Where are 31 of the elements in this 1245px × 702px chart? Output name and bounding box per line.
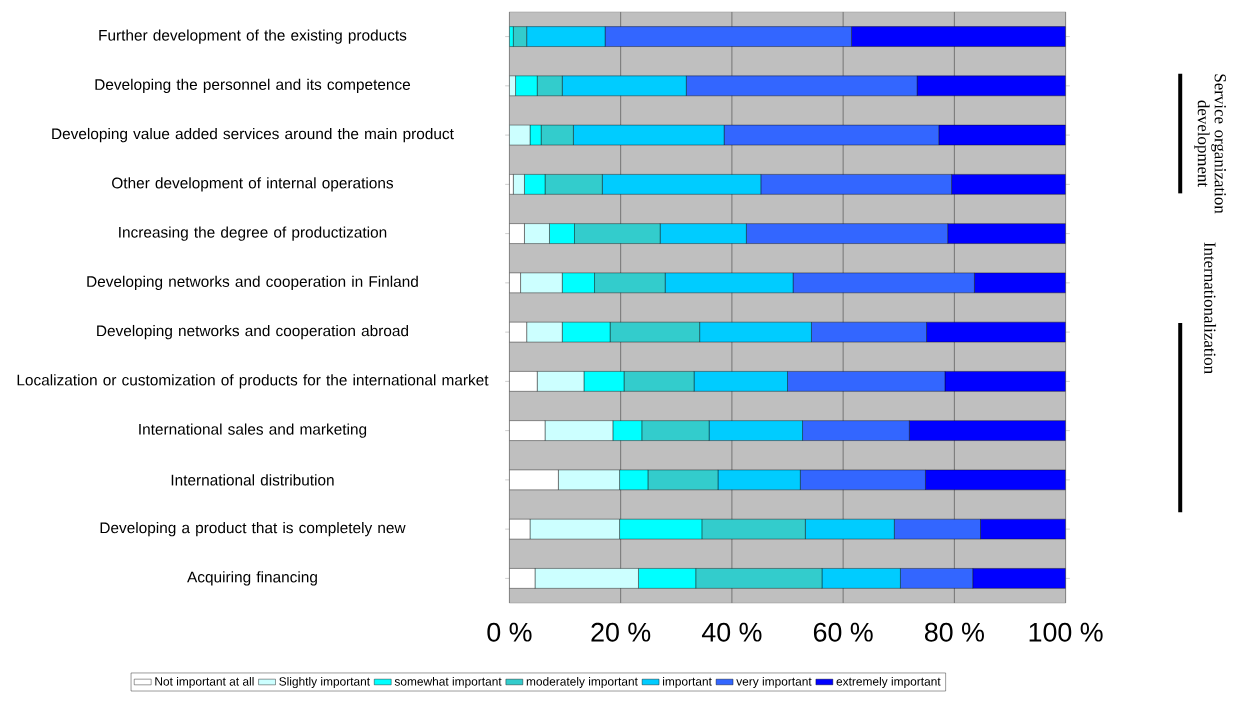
y-tick-label: Acquiring financing	[187, 571, 317, 586]
bar	[544, 420, 614, 441]
x-tick-label: 60 %	[813, 622, 873, 642]
text: Internationalization	[1204, 242, 1217, 375]
legend-label: Not important at all	[155, 677, 254, 689]
y-tick-label: Developing the personnel and its competence	[95, 78, 411, 94]
legend-label: important	[663, 677, 712, 689]
x-tick-label: 0 %	[487, 622, 532, 642]
y-tick-label: Localization or customization of products for the international market	[17, 374, 489, 389]
y-tick-label: Developing a product that is completely new	[100, 522, 406, 537]
legend-label: very important	[736, 677, 812, 689]
text: Service organization development	[1194, 74, 1226, 214]
bar	[524, 223, 550, 244]
y-tick-label: Developing networks and cooperation in Finland	[87, 275, 418, 291]
bar	[537, 371, 585, 392]
legend-label: moderately important	[526, 677, 638, 689]
legend-label: extremely important	[836, 677, 941, 689]
x-tick-label: 100 %	[1029, 622, 1103, 642]
bar	[534, 568, 639, 589]
x-tick-label: 40 %	[701, 622, 762, 642]
y-tick-label: International sales and marketing	[139, 423, 367, 438]
y-tick-label: Further development of the existing products	[99, 29, 407, 44]
y-tick-label: International distribution	[171, 474, 334, 486]
y-tick-label: Developing networks and cooperation abroad	[97, 325, 409, 340]
y-tick-label: Increasing the degree of productization	[119, 226, 387, 241]
legend-label: somewhat important	[394, 677, 502, 689]
y-tick-label: Developing value added services around the main product	[52, 128, 454, 143]
legend-label: Slightly important	[279, 677, 370, 689]
x-tick-label: 80 %	[924, 622, 984, 642]
y-tick-label: Other development of internal operations	[112, 177, 394, 192]
x-tick-label: 20 %	[591, 622, 651, 642]
